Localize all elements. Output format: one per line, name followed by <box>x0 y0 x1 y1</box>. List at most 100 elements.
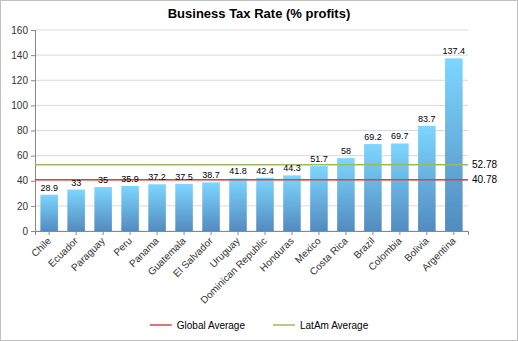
x-tick-mark <box>211 231 212 235</box>
bar <box>121 186 139 231</box>
x-tick-label: Honduras <box>257 235 295 273</box>
reference-label: 52.78 <box>472 159 497 170</box>
y-tick: 100 <box>11 100 35 111</box>
y-tick-mark <box>31 181 35 182</box>
data-label: 58 <box>341 146 351 156</box>
x-tick-label: Argentina <box>420 235 458 273</box>
data-label: 83.7 <box>418 114 436 124</box>
x-tick-mark <box>318 231 319 235</box>
data-label: 69.2 <box>364 132 382 142</box>
x-tick-mark <box>264 231 265 235</box>
x-tick-label: Peru <box>111 235 134 258</box>
marks <box>35 58 468 231</box>
x-tick: Costa Rica <box>307 231 350 277</box>
bar <box>310 166 328 231</box>
data-label: 38.7 <box>202 170 220 180</box>
grid <box>35 30 468 231</box>
data-label: 51.7 <box>310 154 328 164</box>
data-label: 44.3 <box>283 163 301 173</box>
x-tick: Peru <box>111 231 134 258</box>
chart-frame <box>1 1 518 341</box>
y-tick-label: 160 <box>11 25 28 36</box>
x-tick: Honduras <box>257 231 295 274</box>
y-tick-mark <box>31 80 35 81</box>
y-axis: 0 20 40 60 80 100 120 140 160 <box>11 25 35 237</box>
legend-label: Global Average <box>177 320 246 331</box>
x-tick-mark <box>291 231 292 235</box>
x-tick-label: Costa Rica <box>307 235 350 278</box>
legend-swatch <box>150 324 172 326</box>
x-tick-mark <box>345 231 346 235</box>
x-tick: Argentina <box>420 231 458 273</box>
y-tick-label: 100 <box>11 100 28 111</box>
legend-item: Global Average <box>150 320 246 331</box>
bar <box>175 184 193 231</box>
data-label: 69.7 <box>391 131 409 141</box>
reference-line <box>35 164 468 166</box>
y-tick-label: 60 <box>17 150 29 161</box>
y-tick: 120 <box>11 75 35 86</box>
y-tick: 0 <box>22 226 35 237</box>
x-tick: Paraguay <box>69 231 107 273</box>
y-tick: 20 <box>17 201 35 212</box>
data-label: 42.4 <box>256 166 274 176</box>
data-label: 137.4 <box>443 46 466 56</box>
y-tick-mark <box>31 156 35 157</box>
data-label: 37.2 <box>148 172 166 182</box>
bar <box>94 187 112 231</box>
data-label: 41.8 <box>229 166 247 176</box>
chart: Business Tax Rate (% profits) 0 20 40 60 80 10… <box>0 0 518 341</box>
data-label: 33 <box>71 178 81 188</box>
grid-line <box>35 55 468 56</box>
reference-label: 40.78 <box>472 174 497 185</box>
x-tick: Dominican Republic <box>198 231 269 306</box>
x-tick-mark <box>184 231 185 235</box>
x-tick-mark <box>453 231 454 235</box>
y-tick-label: 40 <box>17 175 29 186</box>
x-tick-label: Dominican Republic <box>198 235 269 306</box>
bar <box>256 178 274 231</box>
x-tick-mark <box>426 231 427 235</box>
bar <box>283 175 301 231</box>
y-tick-mark <box>31 30 35 31</box>
y-tick-mark <box>31 131 35 132</box>
x-tick-mark <box>157 231 158 235</box>
x-tick-mark <box>130 231 131 235</box>
bar <box>229 178 247 231</box>
x-tick: El Salvador <box>171 231 215 279</box>
x-tick-mark <box>399 231 400 235</box>
plot: 0 20 40 60 80 100 120 140 160 ChileEcuadorParagua… <box>11 25 497 306</box>
y-tick: 60 <box>17 150 35 161</box>
x-tick-mark <box>103 231 104 235</box>
y-tick: 80 <box>17 125 35 136</box>
bar <box>418 126 436 231</box>
y-tick-mark <box>31 55 35 56</box>
bar <box>337 158 355 231</box>
y-tick-mark <box>31 206 35 207</box>
data-label: 37.5 <box>175 172 193 182</box>
y-axis-line <box>31 31 36 232</box>
x-axis-line <box>36 232 469 236</box>
grid-line <box>35 80 468 81</box>
bar <box>364 144 382 231</box>
bar <box>202 182 220 231</box>
y-tick: 40 <box>17 175 35 186</box>
x-tick: Colombia <box>366 231 404 273</box>
bar <box>67 190 85 231</box>
x-tick: Chile <box>29 231 53 259</box>
legend-item: LatAm Average <box>273 320 369 331</box>
y-tick-label: 80 <box>17 125 29 136</box>
grid-line <box>35 105 468 106</box>
x-tick-label: Colombia <box>366 235 404 273</box>
legend-label: LatAm Average <box>300 320 369 331</box>
y-tick-label: 140 <box>11 50 28 61</box>
bar <box>445 58 463 231</box>
x-tick-mark <box>372 231 373 235</box>
chart-title: Business Tax Rate (% profits) <box>168 6 351 21</box>
bar <box>40 195 58 231</box>
x-tick-label: El Salvador <box>171 235 215 279</box>
y-tick-label: 20 <box>17 201 29 212</box>
data-label: 35.9 <box>121 174 139 184</box>
x-tick-mark <box>238 231 239 235</box>
x-axis: ChileEcuadorParaguayPeruPanamaGuatemalaE… <box>29 231 468 306</box>
